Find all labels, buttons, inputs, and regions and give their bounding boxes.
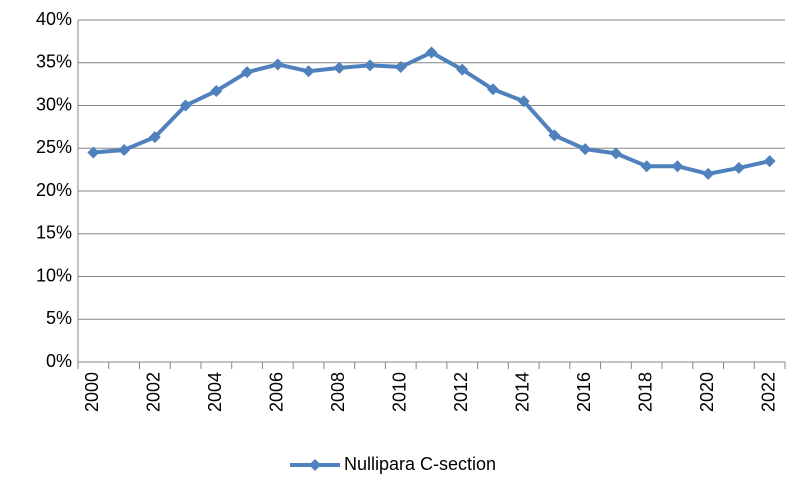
y-tick-label: 15%: [36, 223, 72, 243]
marker: [732, 161, 745, 174]
y-tick-label: 25%: [36, 137, 72, 157]
marker: [394, 61, 407, 74]
x-tick-label: 2018: [635, 372, 655, 412]
marker: [456, 63, 469, 76]
x-tick-label: 2002: [144, 372, 164, 412]
marker: [271, 58, 284, 71]
marker: [517, 95, 530, 108]
legend-label: Nullipara C-section: [344, 454, 496, 474]
marker: [763, 155, 776, 168]
y-tick-label: 40%: [36, 9, 72, 29]
marker: [148, 131, 161, 144]
marker: [609, 147, 622, 160]
marker: [425, 46, 438, 59]
y-tick-label: 35%: [36, 52, 72, 72]
marker: [364, 59, 377, 72]
marker: [87, 146, 100, 159]
marker: [302, 65, 315, 78]
line: [93, 50, 771, 176]
marker: [671, 160, 684, 173]
x-tick-label: 2008: [328, 372, 348, 412]
y-tick-label: 0%: [46, 351, 72, 371]
marker: [210, 84, 223, 97]
marker: [486, 83, 499, 96]
y-tick-label: 30%: [36, 94, 72, 114]
y-tick-label: 10%: [36, 265, 72, 285]
x-tick-label: 2010: [390, 372, 410, 412]
marker: [702, 167, 715, 180]
marker: [179, 99, 192, 112]
x-tick-label: 2006: [267, 372, 287, 412]
marker: [579, 143, 592, 156]
x-tick-label: 2022: [758, 372, 778, 412]
x-tick-label: 2020: [697, 372, 717, 412]
y-tick-label: 20%: [36, 180, 72, 200]
marker: [548, 129, 561, 142]
marker: [640, 160, 653, 173]
marker: [241, 66, 254, 79]
x-tick-label: 2012: [451, 372, 471, 412]
x-tick-label: 2014: [512, 372, 532, 412]
x-tick-label: 2016: [574, 372, 594, 412]
marker: [333, 61, 346, 74]
legend-marker: [309, 459, 321, 471]
x-tick-label: 2004: [205, 372, 225, 412]
marker: [118, 143, 131, 156]
x-tick-label: 2000: [82, 372, 102, 412]
y-tick-label: 5%: [46, 308, 72, 328]
